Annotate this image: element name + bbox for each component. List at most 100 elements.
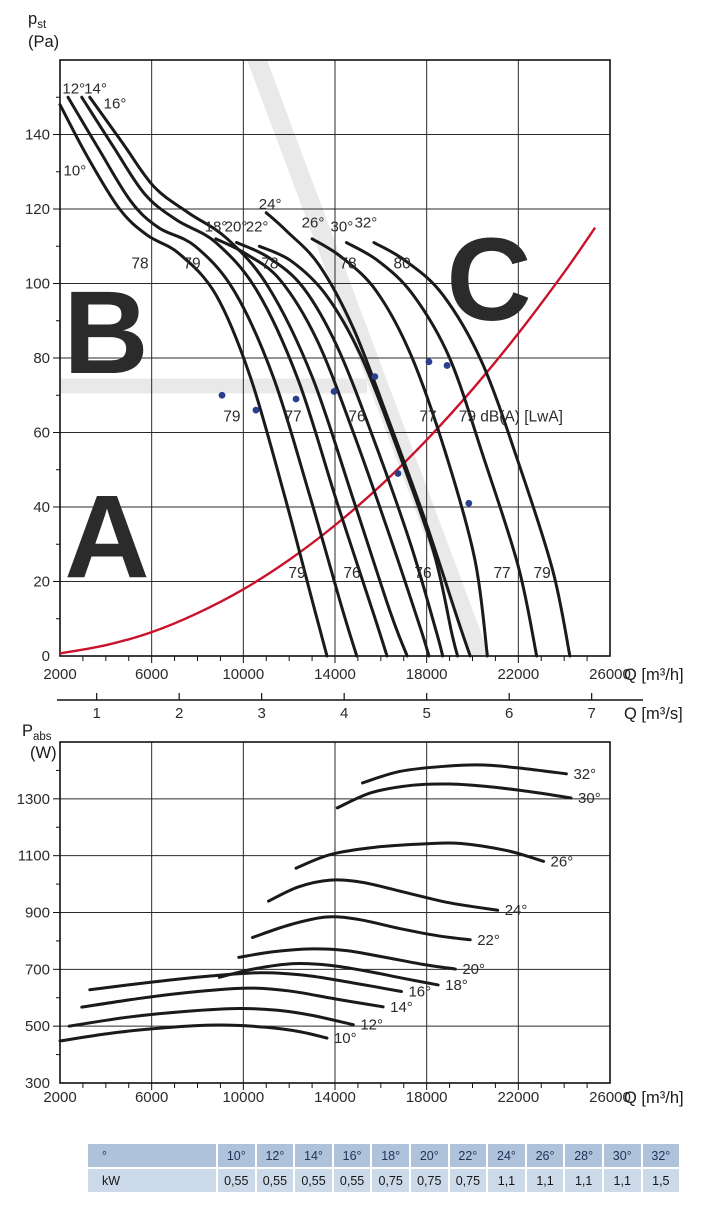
table-value-cell: 1,1 [488, 1169, 525, 1192]
table-value-cell: 1,5 [642, 1169, 680, 1192]
table-row: ° 10° 12° 14° 16° 18° 20° 22° 24° 26° 28° 30° 32° [88, 1144, 680, 1167]
system-resistance-curve [59, 226, 597, 655]
table-value-cell: 0,55 [218, 1169, 255, 1192]
noise-level-label: 76 [343, 565, 360, 582]
tick-label: 60 [33, 425, 50, 442]
noise-level-label: 78 [339, 256, 356, 273]
fan-curve-24° [264, 211, 472, 658]
power-curve-30° [335, 782, 573, 810]
angle-label: 16° [408, 983, 431, 1000]
power-curve-20° [237, 947, 457, 971]
noise-level-label: 79 [223, 408, 240, 425]
flow-axis-title-m3s: Q [m³/s] [624, 705, 683, 723]
tick-label: 1300 [17, 791, 50, 808]
angle-label: 22° [246, 218, 269, 235]
angle-label: 12° [62, 81, 85, 98]
angle-label: 14° [390, 999, 413, 1016]
tick-label: 14000 [314, 1089, 356, 1106]
power-axis-unit: (W) [30, 744, 57, 762]
tick-label: 18000 [406, 666, 448, 683]
pressure-axis-unit: (Pa) [28, 33, 59, 51]
tick-label: 140 [25, 127, 50, 144]
table-value-cell: 0,75 [410, 1169, 448, 1192]
noise-level-label: 78 [261, 256, 278, 273]
tick-label: 6 [505, 705, 513, 722]
power-curve-18° [217, 961, 440, 987]
flow-axis-title-m3h-top: Q [m³/h] [624, 666, 684, 684]
angle-label: 32° [573, 766, 596, 783]
angle-label: 32° [355, 215, 378, 232]
angle-label: 24° [259, 196, 282, 213]
table-header-cell: 20° [410, 1144, 448, 1167]
tick-label: 6000 [135, 1089, 168, 1106]
angle-label: 16° [104, 95, 127, 112]
tick-label: 4 [340, 705, 348, 722]
table-header-cell: 18° [372, 1144, 409, 1167]
pressure-axis-title: pst [28, 10, 47, 31]
noise-measurement-point [465, 499, 473, 507]
fan-curve-32° [372, 241, 572, 658]
noise-level-label: 78 [131, 256, 148, 273]
tick-label: 100 [25, 276, 50, 293]
table-value-cell: 1,1 [603, 1169, 641, 1192]
table-header-cell: 32° [642, 1144, 680, 1167]
tick-label: 22000 [497, 666, 539, 683]
table-value-cell: 1,1 [565, 1169, 602, 1192]
power-curve-14° [80, 986, 385, 1009]
noise-measurement-point [252, 406, 260, 414]
tick-label: 20 [33, 574, 50, 591]
power-curve-26° [294, 841, 546, 870]
angle-label: 30° [331, 218, 354, 235]
fan-curve-12° [66, 95, 359, 658]
angle-label: 20° [462, 961, 485, 978]
tick-label: 900 [25, 905, 50, 922]
tick-label: 500 [25, 1018, 50, 1035]
tick-label: 1100 [18, 848, 50, 865]
fan-curve-20° [234, 241, 445, 658]
table-header-cell: 30° [603, 1144, 641, 1167]
angle-label: 14° [84, 81, 107, 98]
tick-label: 5 [422, 705, 430, 722]
tick-label: 1 [92, 705, 100, 722]
zone-watermark-letter: A [64, 471, 149, 603]
tick-label: 10000 [222, 1089, 264, 1106]
noise-measurement-point [218, 391, 226, 399]
noise-level-label: 79 [288, 565, 305, 582]
flow-axis-title-m3h-bottom: Q [m³/h] [624, 1089, 684, 1107]
fan-curve-30° [344, 241, 539, 658]
angle-label: 12° [360, 1017, 383, 1034]
noise-measurement-point [371, 373, 379, 381]
noise-level-label: 77 [493, 565, 510, 582]
noise-level-label: 79 [183, 256, 200, 273]
fan-curve-22° [257, 244, 460, 658]
tick-label: 26000 [589, 1089, 631, 1106]
table-header-cell: 12° [256, 1144, 294, 1167]
table-value-cell: 1,1 [526, 1169, 564, 1192]
table-value-cell: 0,55 [256, 1169, 294, 1192]
tick-label: 10000 [222, 666, 264, 683]
table-header-cell: 24° [488, 1144, 525, 1167]
noise-level-label: 77 [284, 408, 301, 425]
table-header-cell: 26° [526, 1144, 564, 1167]
power-curve-32° [361, 763, 568, 785]
noise-measurement-point [425, 358, 433, 366]
tick-label: 700 [25, 961, 50, 978]
angle-label: 26° [551, 853, 574, 870]
tick-label: 3 [257, 705, 265, 722]
tick-label: 300 [25, 1075, 50, 1092]
angle-label: 10° [64, 162, 87, 179]
angle-label: 18° [445, 977, 468, 994]
noise-level-label: 77 [419, 408, 436, 425]
power-curve-24° [267, 878, 500, 912]
fan-curve-16° [88, 95, 409, 658]
noise-level-label: 80 [394, 256, 412, 273]
power-curve-22° [251, 915, 472, 942]
table-row: kW 0,55 0,55 0,55 0,55 0,75 0,75 0,75 1,1 1,1 1,1 1… [88, 1169, 680, 1192]
tick-label: 6000 [135, 666, 168, 683]
angle-label: 18° [205, 218, 228, 235]
tick-label: 22000 [497, 1089, 539, 1106]
power-curve-12° [67, 1007, 355, 1028]
angle-label: 22° [477, 932, 500, 949]
